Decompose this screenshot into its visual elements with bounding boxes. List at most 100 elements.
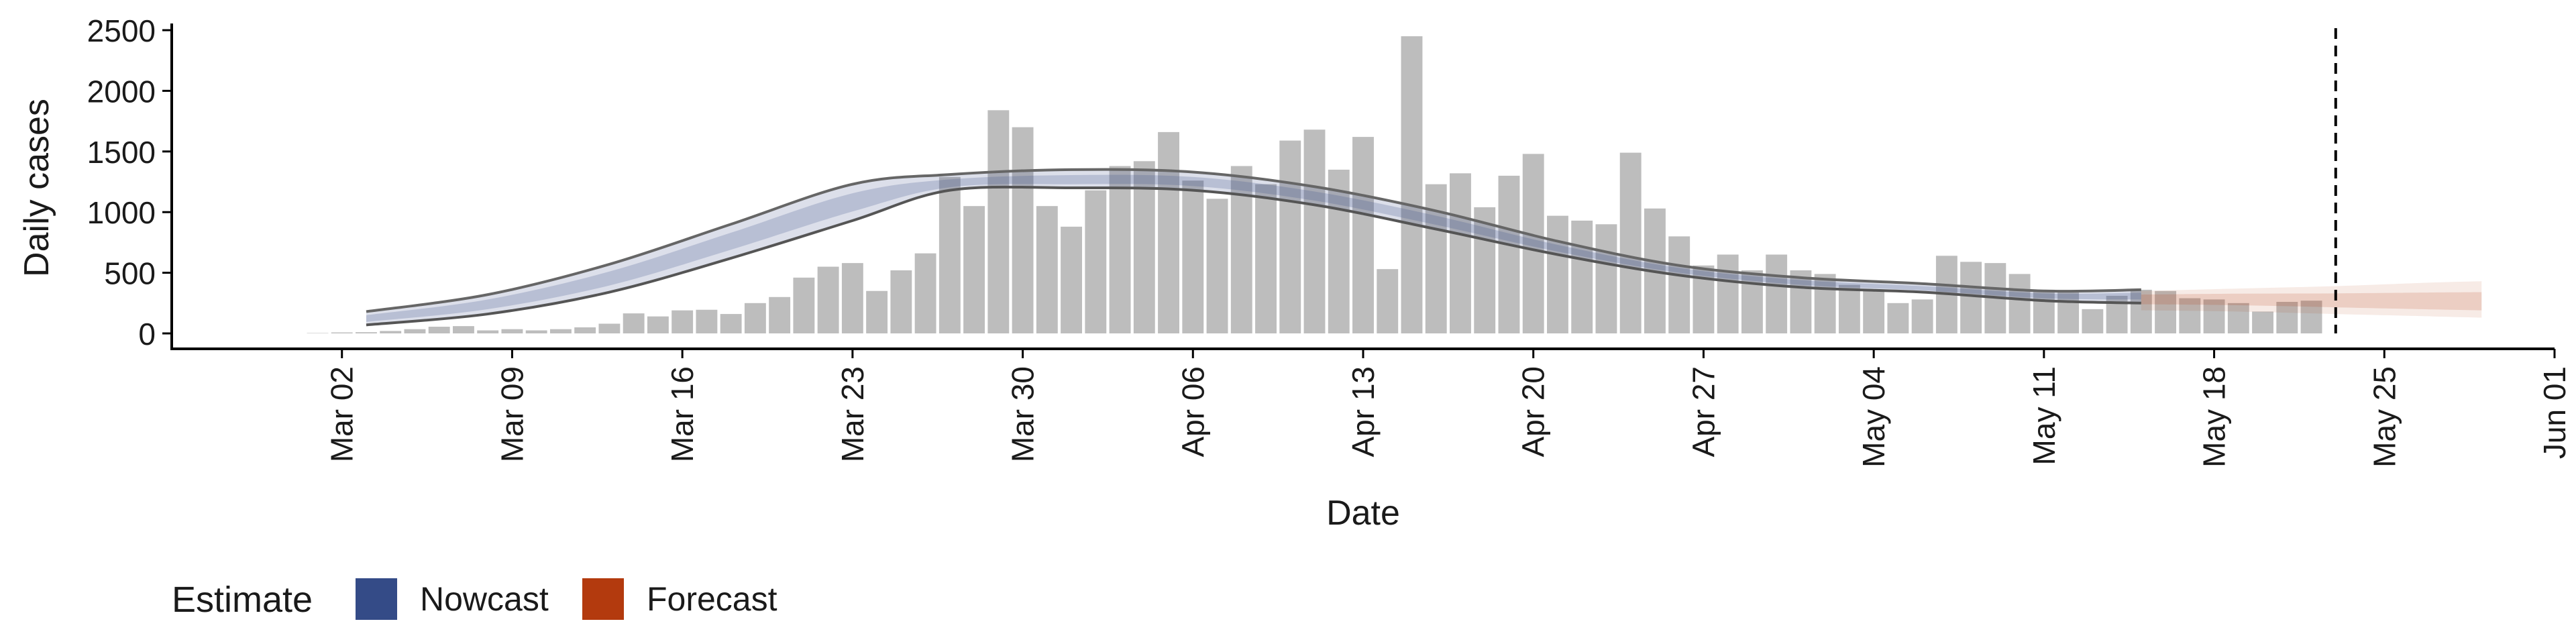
bar [1061, 226, 1083, 333]
y-tick-label: 1000 [87, 195, 156, 230]
bar [2203, 299, 2225, 333]
bar [866, 290, 888, 333]
x-tick-label: Mar 09 [494, 366, 529, 462]
bar [647, 316, 669, 333]
legend: Estimate Nowcast Forecast [172, 578, 777, 620]
bar [1960, 262, 1982, 333]
bar [2252, 311, 2274, 333]
bar [1522, 154, 1544, 333]
bar [720, 314, 742, 333]
bar [501, 329, 523, 333]
y-tick-label: 1500 [87, 135, 156, 170]
lines [366, 28, 2337, 333]
bar [1182, 180, 1204, 333]
bar [1571, 220, 1593, 333]
x-tick-label: May 04 [1856, 366, 1891, 468]
bar [477, 330, 499, 333]
bar [744, 303, 766, 333]
bar [1279, 140, 1301, 333]
bar [841, 263, 863, 333]
x-tick-label: Mar 30 [1006, 366, 1040, 462]
y-tick-label: 0 [138, 317, 156, 352]
bar [1619, 152, 1642, 333]
bar [1717, 254, 1739, 333]
bar [1668, 236, 1690, 333]
x-tick-label: Apr 27 [1686, 366, 1721, 458]
legend-label-forecast: Forecast [647, 580, 777, 618]
bar [2008, 274, 2031, 333]
legend-key-forecast [582, 578, 624, 620]
x-tick-label: Mar 23 [835, 366, 870, 462]
bar [1036, 206, 1058, 333]
bar [1012, 127, 1034, 333]
bar [2130, 289, 2152, 333]
bar [1158, 131, 1179, 333]
x-tick-label: May 11 [2027, 366, 2061, 465]
bar [598, 323, 621, 333]
bar [1450, 173, 1471, 333]
plot-area [307, 28, 2482, 334]
bar [1887, 303, 1909, 333]
bar [1085, 190, 1107, 333]
bar [2082, 309, 2104, 333]
x-axis-title: Date [1326, 494, 1400, 533]
bar [1741, 270, 1763, 333]
bar [2155, 290, 2177, 333]
y-axis-title: Daily cases [17, 99, 56, 277]
forecast-inner-band [2141, 292, 2482, 311]
bar [1377, 269, 1399, 333]
x-tick-label: Apr 06 [1175, 366, 1210, 458]
bar [1352, 137, 1374, 333]
bar [1911, 299, 1933, 333]
bar [1303, 129, 1326, 334]
bar [623, 313, 645, 333]
bar [574, 327, 596, 333]
bar [890, 270, 912, 333]
bar [1814, 274, 1836, 333]
bar [356, 332, 377, 333]
bar [2276, 301, 2298, 333]
nowcast-lower-line [366, 185, 2141, 327]
y-tick-label: 500 [104, 256, 156, 291]
bar [817, 266, 839, 333]
legend-title: Estimate [172, 580, 313, 620]
bar [1547, 215, 1568, 333]
bar [549, 329, 572, 333]
x-tick-label: Jun 01 [2537, 366, 2572, 459]
x-tick-label: Apr 13 [1346, 366, 1381, 458]
bar [1328, 169, 1350, 333]
y-tick-label: 2500 [87, 13, 156, 48]
bar [938, 176, 961, 333]
bar [1401, 36, 1423, 333]
bar [1474, 207, 1496, 333]
bar [672, 310, 694, 333]
bar [2300, 301, 2322, 333]
bands [366, 169, 2482, 325]
forecast-outer-band [2141, 281, 2482, 318]
bar [1838, 284, 1860, 333]
legend-label-nowcast: Nowcast [420, 580, 549, 618]
x-tick-label: Mar 02 [325, 366, 360, 462]
x-tick-label: Apr 20 [1516, 366, 1551, 458]
bar [1255, 184, 1277, 333]
bar [793, 277, 815, 333]
bar [404, 329, 426, 333]
bar [2033, 289, 2055, 333]
x-ticks: Mar 02 Mar 09 Mar 16 Mar 23 Mar 30 Apr 06 Apr … [325, 349, 2572, 468]
bar [525, 330, 547, 333]
bar [696, 309, 718, 333]
bar [963, 206, 985, 333]
bar [2179, 298, 2201, 333]
y-tick-label: 2000 [87, 74, 156, 109]
x-tick-label: Mar 16 [665, 366, 700, 462]
bar [1863, 290, 1885, 333]
bar [1133, 161, 1155, 333]
y-ticks: 0 500 1000 1500 2000 2500 [87, 13, 172, 352]
bar [428, 327, 450, 333]
x-tick-label: May 25 [2367, 366, 2402, 468]
nowcast-inner-band [366, 174, 2141, 322]
bar [2227, 303, 2249, 333]
bar [2057, 290, 2080, 333]
